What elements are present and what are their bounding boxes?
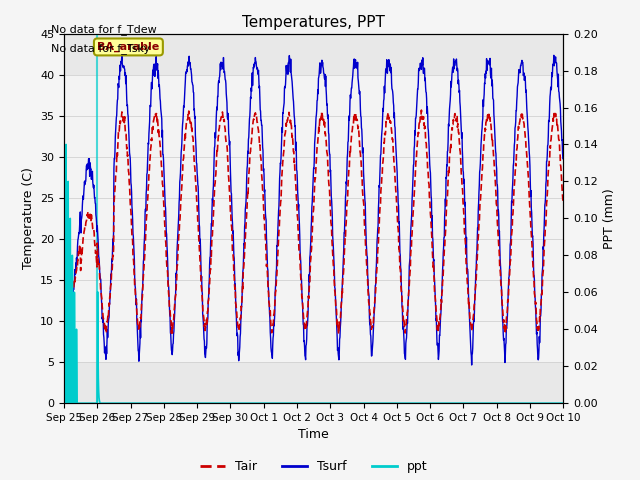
Bar [64,75,563,362]
Title: Temperatures, PPT: Temperatures, PPT [242,15,385,30]
Y-axis label: PPT (mm): PPT (mm) [604,188,616,249]
Text: BA_arable: BA_arable [97,42,159,52]
X-axis label: Time: Time [298,429,329,442]
Legend: Tair, Tsurf, ppt: Tair, Tsurf, ppt [195,455,432,478]
Text: No data for f_Tsky: No data for f_Tsky [51,43,150,54]
Y-axis label: Temperature (C): Temperature (C) [22,168,35,269]
Text: No data for f_Tdew: No data for f_Tdew [51,24,157,35]
